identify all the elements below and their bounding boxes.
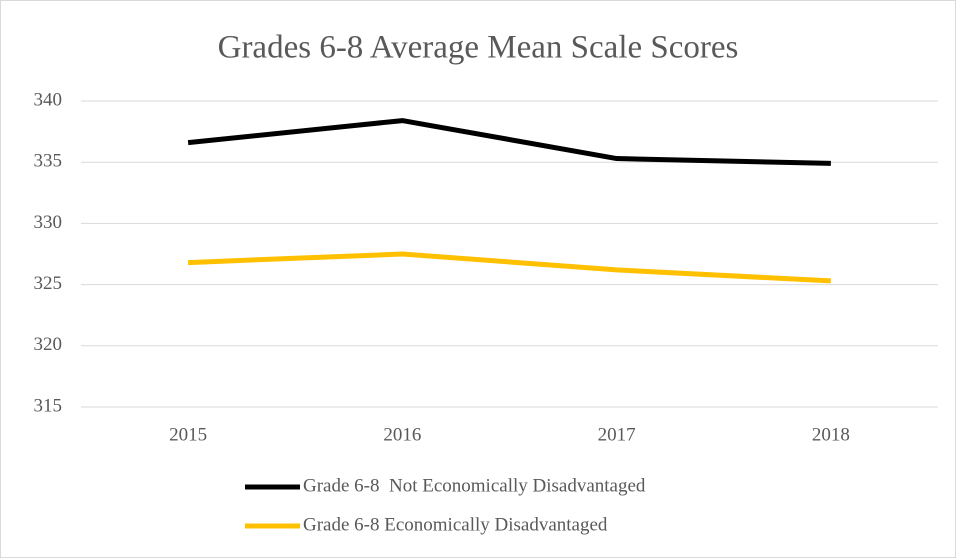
legend-label: Grade 6-8 Not Economically Disadvantaged: [303, 475, 646, 496]
y-tick-label: 330: [34, 212, 63, 233]
y-tick-label: 315: [34, 395, 63, 416]
x-tick-label: 2017: [598, 424, 636, 445]
chart-title: Grades 6-8 Average Mean Scale Scores: [218, 30, 739, 66]
x-tick-label: 2018: [812, 424, 850, 445]
series-line: [187, 118, 831, 166]
y-tick-label: 325: [34, 273, 63, 294]
y-tick-label: 335: [34, 151, 63, 172]
x-tick-label: 2015: [169, 424, 207, 445]
series-line: [188, 251, 832, 284]
y-tick-label: 340: [34, 89, 63, 110]
y-tick-label: 320: [34, 334, 63, 355]
x-tick-label: 2016: [383, 424, 421, 445]
legend-label: Grade 6-8 Economically Disadvantaged: [303, 514, 608, 535]
